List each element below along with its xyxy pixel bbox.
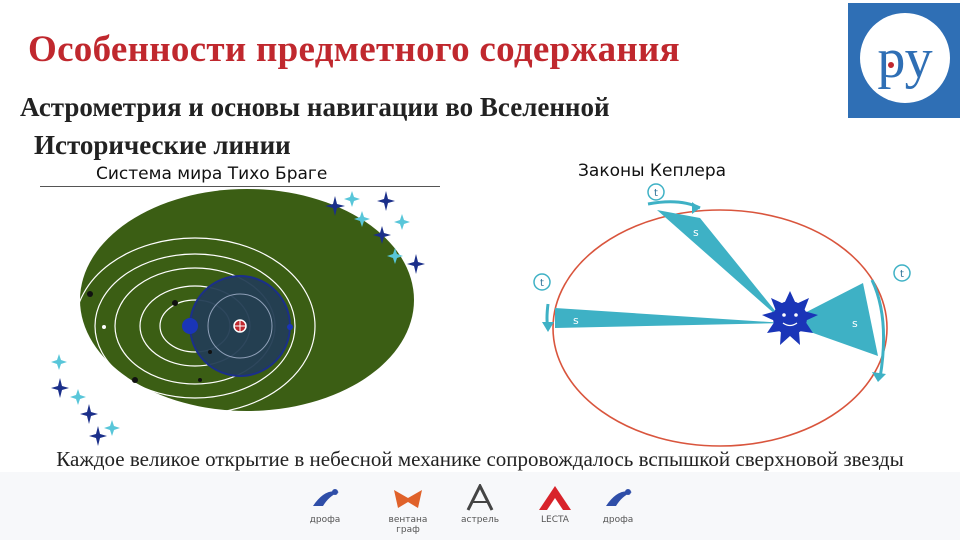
area-label-upper: s: [693, 226, 699, 239]
supernova-stars-icon: [51, 191, 425, 446]
sun-icon: [182, 318, 198, 334]
subtitle-astrometry: Астрометрия и основы навигации во Вселен…: [20, 92, 610, 122]
kepler-orbit-diagram: t t t s s s: [533, 183, 911, 447]
tycho-label-underline: [40, 186, 440, 187]
svg-text:t: t: [654, 188, 658, 199]
brand-logo-icon: ру: [877, 28, 932, 90]
orbit-sector-right: [785, 283, 878, 356]
svg-text:t: t: [540, 278, 544, 289]
time-marker-left: [533, 273, 551, 291]
time-marker-right: [893, 264, 911, 282]
orbit-sector-upper: [657, 210, 785, 323]
tycho-brahe-diagram: [51, 189, 425, 446]
publisher-logo-drofa-2: дрофа: [588, 484, 648, 534]
sun-icon: [762, 291, 818, 345]
time-marker-upper: [647, 183, 665, 201]
tycho-system-label: Система мира Тихо Браге: [96, 164, 328, 184]
area-label-right: s: [852, 317, 858, 330]
astrel-logo-icon: [466, 482, 494, 511]
brand-logo-circle: [860, 13, 950, 103]
publisher-logo-astrel: астрель: [450, 482, 510, 534]
ventana-logo-icon: [394, 490, 422, 508]
drofa-logo-icon: [313, 489, 339, 506]
lecta-logo-icon: [539, 486, 571, 510]
orbit-sector-left: [555, 308, 785, 328]
supernova-caption: Каждое великое открытие в небесной механ…: [56, 447, 904, 471]
publisher-logo-ventana: вентана граф: [378, 484, 438, 535]
subtitle-historical-lines: Исторические линии: [34, 130, 291, 160]
planet-dots: [87, 291, 293, 383]
area-label-left: s: [573, 314, 579, 327]
elliptical-orbit: [552, 209, 888, 447]
arrow-right: [870, 279, 886, 379]
slide-title: Особенности предметного содержания: [28, 29, 680, 70]
svg-text:t: t: [900, 269, 904, 280]
publisher-logo-drofa: дрофа: [295, 484, 355, 534]
kepler-laws-label: Законы Кеплера: [578, 161, 727, 181]
publisher-logo-lecta: LECTA: [525, 484, 585, 534]
drofa-logo-icon: [606, 489, 632, 506]
brand-logo-text: ру: [877, 28, 932, 90]
